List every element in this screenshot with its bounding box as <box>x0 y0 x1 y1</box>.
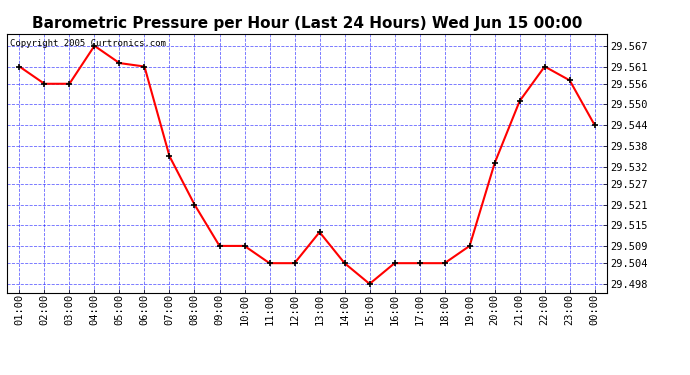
Text: Copyright 2005 Curtronics.com: Copyright 2005 Curtronics.com <box>10 39 166 48</box>
Title: Barometric Pressure per Hour (Last 24 Hours) Wed Jun 15 00:00: Barometric Pressure per Hour (Last 24 Ho… <box>32 16 582 31</box>
